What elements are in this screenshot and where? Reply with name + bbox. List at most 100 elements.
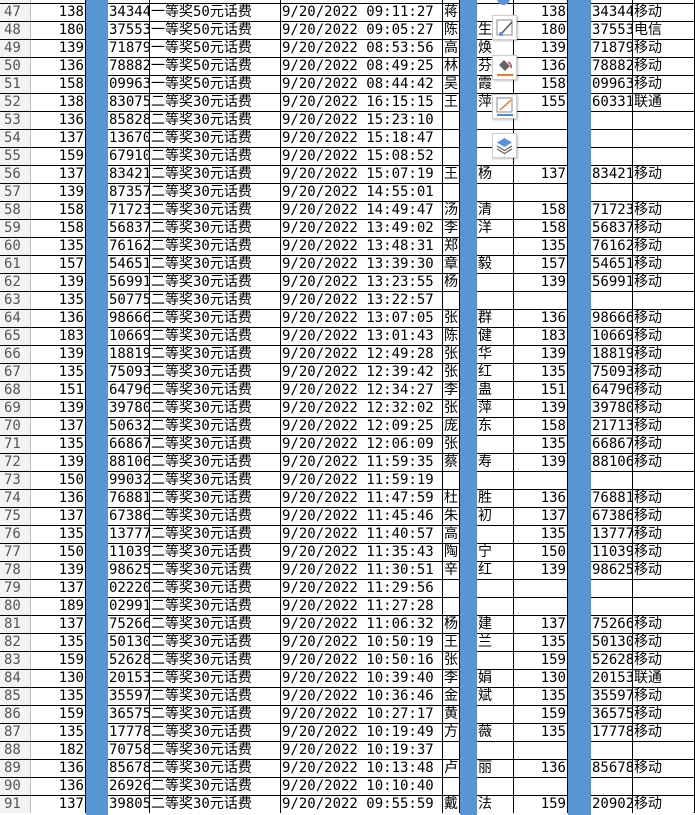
cell-carrier[interactable]: 移动 — [633, 328, 695, 345]
row-header[interactable]: 48 — [0, 22, 31, 39]
cell-name-first[interactable] — [443, 472, 460, 489]
cell-carrier[interactable]: 移动 — [633, 202, 695, 219]
cell-phone-suffix[interactable]: 13777 — [592, 526, 633, 543]
cell-prize[interactable]: 二等奖30元话费 — [150, 760, 281, 777]
cell-carrier[interactable]: 移动 — [633, 418, 695, 435]
cell-phone-suffix[interactable]: 71879 — [592, 40, 633, 57]
cell-suffix[interactable]: 75266 — [109, 616, 150, 633]
cell-phone-suffix[interactable]: 36575 — [592, 706, 633, 723]
cell-suffix[interactable]: 50130 — [109, 634, 150, 651]
table-row[interactable]: 61 157 54651 二等奖30元话费 9/20/2022 13:39:30 章毅 15… — [0, 255, 695, 273]
cell-name-first[interactable]: 李 — [444, 670, 460, 687]
row-header[interactable]: 80 — [0, 598, 31, 615]
cell-prefix[interactable]: 182 — [31, 742, 86, 759]
cell-name-first[interactable]: 戴 — [444, 796, 460, 813]
cell-name-last[interactable]: 斌 — [477, 688, 514, 705]
table-row[interactable]: 69 139 39780 二等奖30元话费 9/20/2022 12:32:02 张萍 13… — [0, 399, 695, 417]
cell-prize[interactable]: 二等奖30元话费 — [150, 472, 281, 489]
cell-phone-suffix[interactable]: 98625 — [592, 562, 633, 579]
cell-prefix[interactable]: 135 — [31, 238, 86, 255]
row-header[interactable]: 58 — [0, 202, 31, 219]
table-row[interactable]: 63 135 50775 二等奖30元话费 9/20/2022 13:22:57 — [0, 291, 695, 309]
cell-prize[interactable]: 二等奖30元话费 — [150, 508, 281, 525]
cell-suffix[interactable]: 50775 — [109, 292, 150, 309]
table-row[interactable]: 72 139 88106 二等奖30元话费 9/20/2022 11:59:35 蔡寿 13… — [0, 453, 695, 471]
cell-suffix[interactable]: 52628 — [109, 652, 150, 669]
cell-prize[interactable]: 二等奖30元话费 — [150, 490, 281, 507]
cell-phone-prefix[interactable] — [514, 112, 568, 129]
cell-prefix[interactable]: 135 — [31, 724, 86, 741]
cell-carrier[interactable] — [633, 184, 695, 201]
cell-name-last[interactable]: 霞 — [477, 76, 514, 93]
cell-suffix[interactable]: 64796 — [109, 382, 150, 399]
cell-name-first[interactable]: 汤 — [444, 202, 460, 219]
cell-suffix[interactable]: 13777 — [109, 526, 150, 543]
cell-phone-suffix[interactable] — [591, 472, 633, 489]
table-row[interactable]: 83 159 52628 二等奖30元话费 9/20/2022 10:50:16 张 159… — [0, 651, 695, 669]
cell-name-first[interactable]: 杨 — [444, 616, 460, 633]
cell-suffix[interactable]: 26926 — [109, 778, 150, 795]
cell-phone-suffix[interactable]: 35597 — [592, 688, 633, 705]
cell-prize[interactable]: 二等奖30元话费 — [150, 220, 281, 237]
cell-suffix[interactable]: 85828 — [109, 112, 150, 129]
cell-prize[interactable]: 二等奖30元话费 — [150, 292, 281, 309]
cell-name-first[interactable]: 辛 — [444, 562, 460, 579]
cell-suffix[interactable]: 87357 — [109, 184, 150, 201]
row-header[interactable]: 91 — [0, 796, 31, 813]
table-row[interactable]: 55 159 67910 二等奖30元话费 9/20/2022 15:08:52 — [0, 147, 695, 165]
cell-prefix[interactable]: 136 — [31, 490, 86, 507]
cell-datetime[interactable]: 9/20/2022 13:39:30 — [281, 256, 443, 273]
cell-carrier[interactable]: 移动 — [633, 76, 695, 93]
cell-prize[interactable]: 二等奖30元话费 — [150, 724, 281, 741]
cell-datetime[interactable]: 9/20/2022 13:01:43 — [281, 328, 443, 345]
cell-carrier[interactable] — [633, 742, 695, 759]
cell-carrier[interactable] — [633, 148, 695, 165]
row-header[interactable]: 70 — [0, 418, 31, 435]
table-row[interactable]: 54 137 13670 二等奖30元话费 9/20/2022 15:18:47 — [0, 129, 695, 147]
cell-phone-suffix[interactable]: 09963 — [592, 76, 633, 93]
cell-name-last[interactable] — [477, 580, 514, 597]
cell-datetime[interactable]: 9/20/2022 15:07:19 — [281, 166, 443, 183]
cell-carrier[interactable]: 移动 — [633, 220, 695, 237]
cell-prize[interactable]: 二等奖30元话费 — [150, 526, 281, 543]
cell-phone-suffix[interactable]: 20153 — [592, 670, 633, 687]
row-header[interactable]: 81 — [0, 616, 31, 633]
cell-carrier[interactable]: 移动 — [633, 436, 695, 453]
cell-phone-prefix[interactable]: 139 — [514, 40, 568, 57]
row-header[interactable]: 57 — [0, 184, 31, 201]
row-header[interactable]: 65 — [0, 328, 31, 345]
cell-prize[interactable]: 二等奖30元话费 — [150, 616, 281, 633]
cell-name-first[interactable]: 方 — [444, 724, 460, 741]
cell-name-last[interactable]: 东 — [477, 418, 514, 435]
cell-phone-prefix[interactable]: 135 — [514, 634, 568, 651]
table-row[interactable]: 88 182 70758 二等奖30元话费 9/20/2022 10:19:37 — [0, 741, 695, 759]
cell-carrier[interactable] — [633, 598, 695, 615]
row-header[interactable]: 69 — [0, 400, 31, 417]
cell-phone-prefix[interactable]: 155 — [514, 94, 568, 111]
cell-datetime[interactable]: 9/20/2022 11:59:19 — [281, 472, 443, 489]
cell-prefix[interactable]: 135 — [31, 292, 86, 309]
cell-name-last[interactable]: 娟 — [477, 670, 514, 687]
cell-name-first[interactable] — [443, 112, 460, 129]
cell-prize[interactable]: 二等奖30元话费 — [150, 274, 281, 291]
cell-name-first[interactable]: 蒋 — [444, 4, 460, 21]
cell-prefix[interactable]: 139 — [31, 400, 86, 417]
cell-phone-suffix[interactable]: 50130 — [592, 634, 633, 651]
cell-name-first[interactable] — [443, 292, 460, 309]
row-header[interactable]: 74 — [0, 490, 31, 507]
cell-name-last[interactable] — [477, 652, 514, 669]
cell-name-first[interactable]: 杨 — [444, 274, 460, 291]
cell-name-last[interactable] — [477, 526, 514, 543]
cell-prefix[interactable]: 151 — [31, 382, 86, 399]
cell-datetime[interactable]: 9/20/2022 08:49:25 — [281, 58, 443, 75]
table-row[interactable]: 89 136 85678 二等奖30元话费 9/20/2022 10:13:48 卢丽 13… — [0, 759, 695, 777]
cell-prize[interactable]: 二等奖30元话费 — [150, 184, 281, 201]
table-row[interactable]: 77 150 11039 二等奖30元话费 9/20/2022 11:35:43 陶宁 15… — [0, 543, 695, 561]
cell-name-first[interactable] — [443, 130, 460, 147]
cell-carrier[interactable]: 移动 — [633, 40, 695, 57]
row-header[interactable]: 59 — [0, 220, 31, 237]
table-row[interactable]: 70 137 50632 二等奖30元话费 9/20/2022 12:09:25 庞东 15… — [0, 417, 695, 435]
cell-datetime[interactable]: 9/20/2022 13:22:57 — [281, 292, 443, 309]
row-header[interactable]: 61 — [0, 256, 31, 273]
cell-prefix[interactable]: 137 — [31, 508, 86, 525]
